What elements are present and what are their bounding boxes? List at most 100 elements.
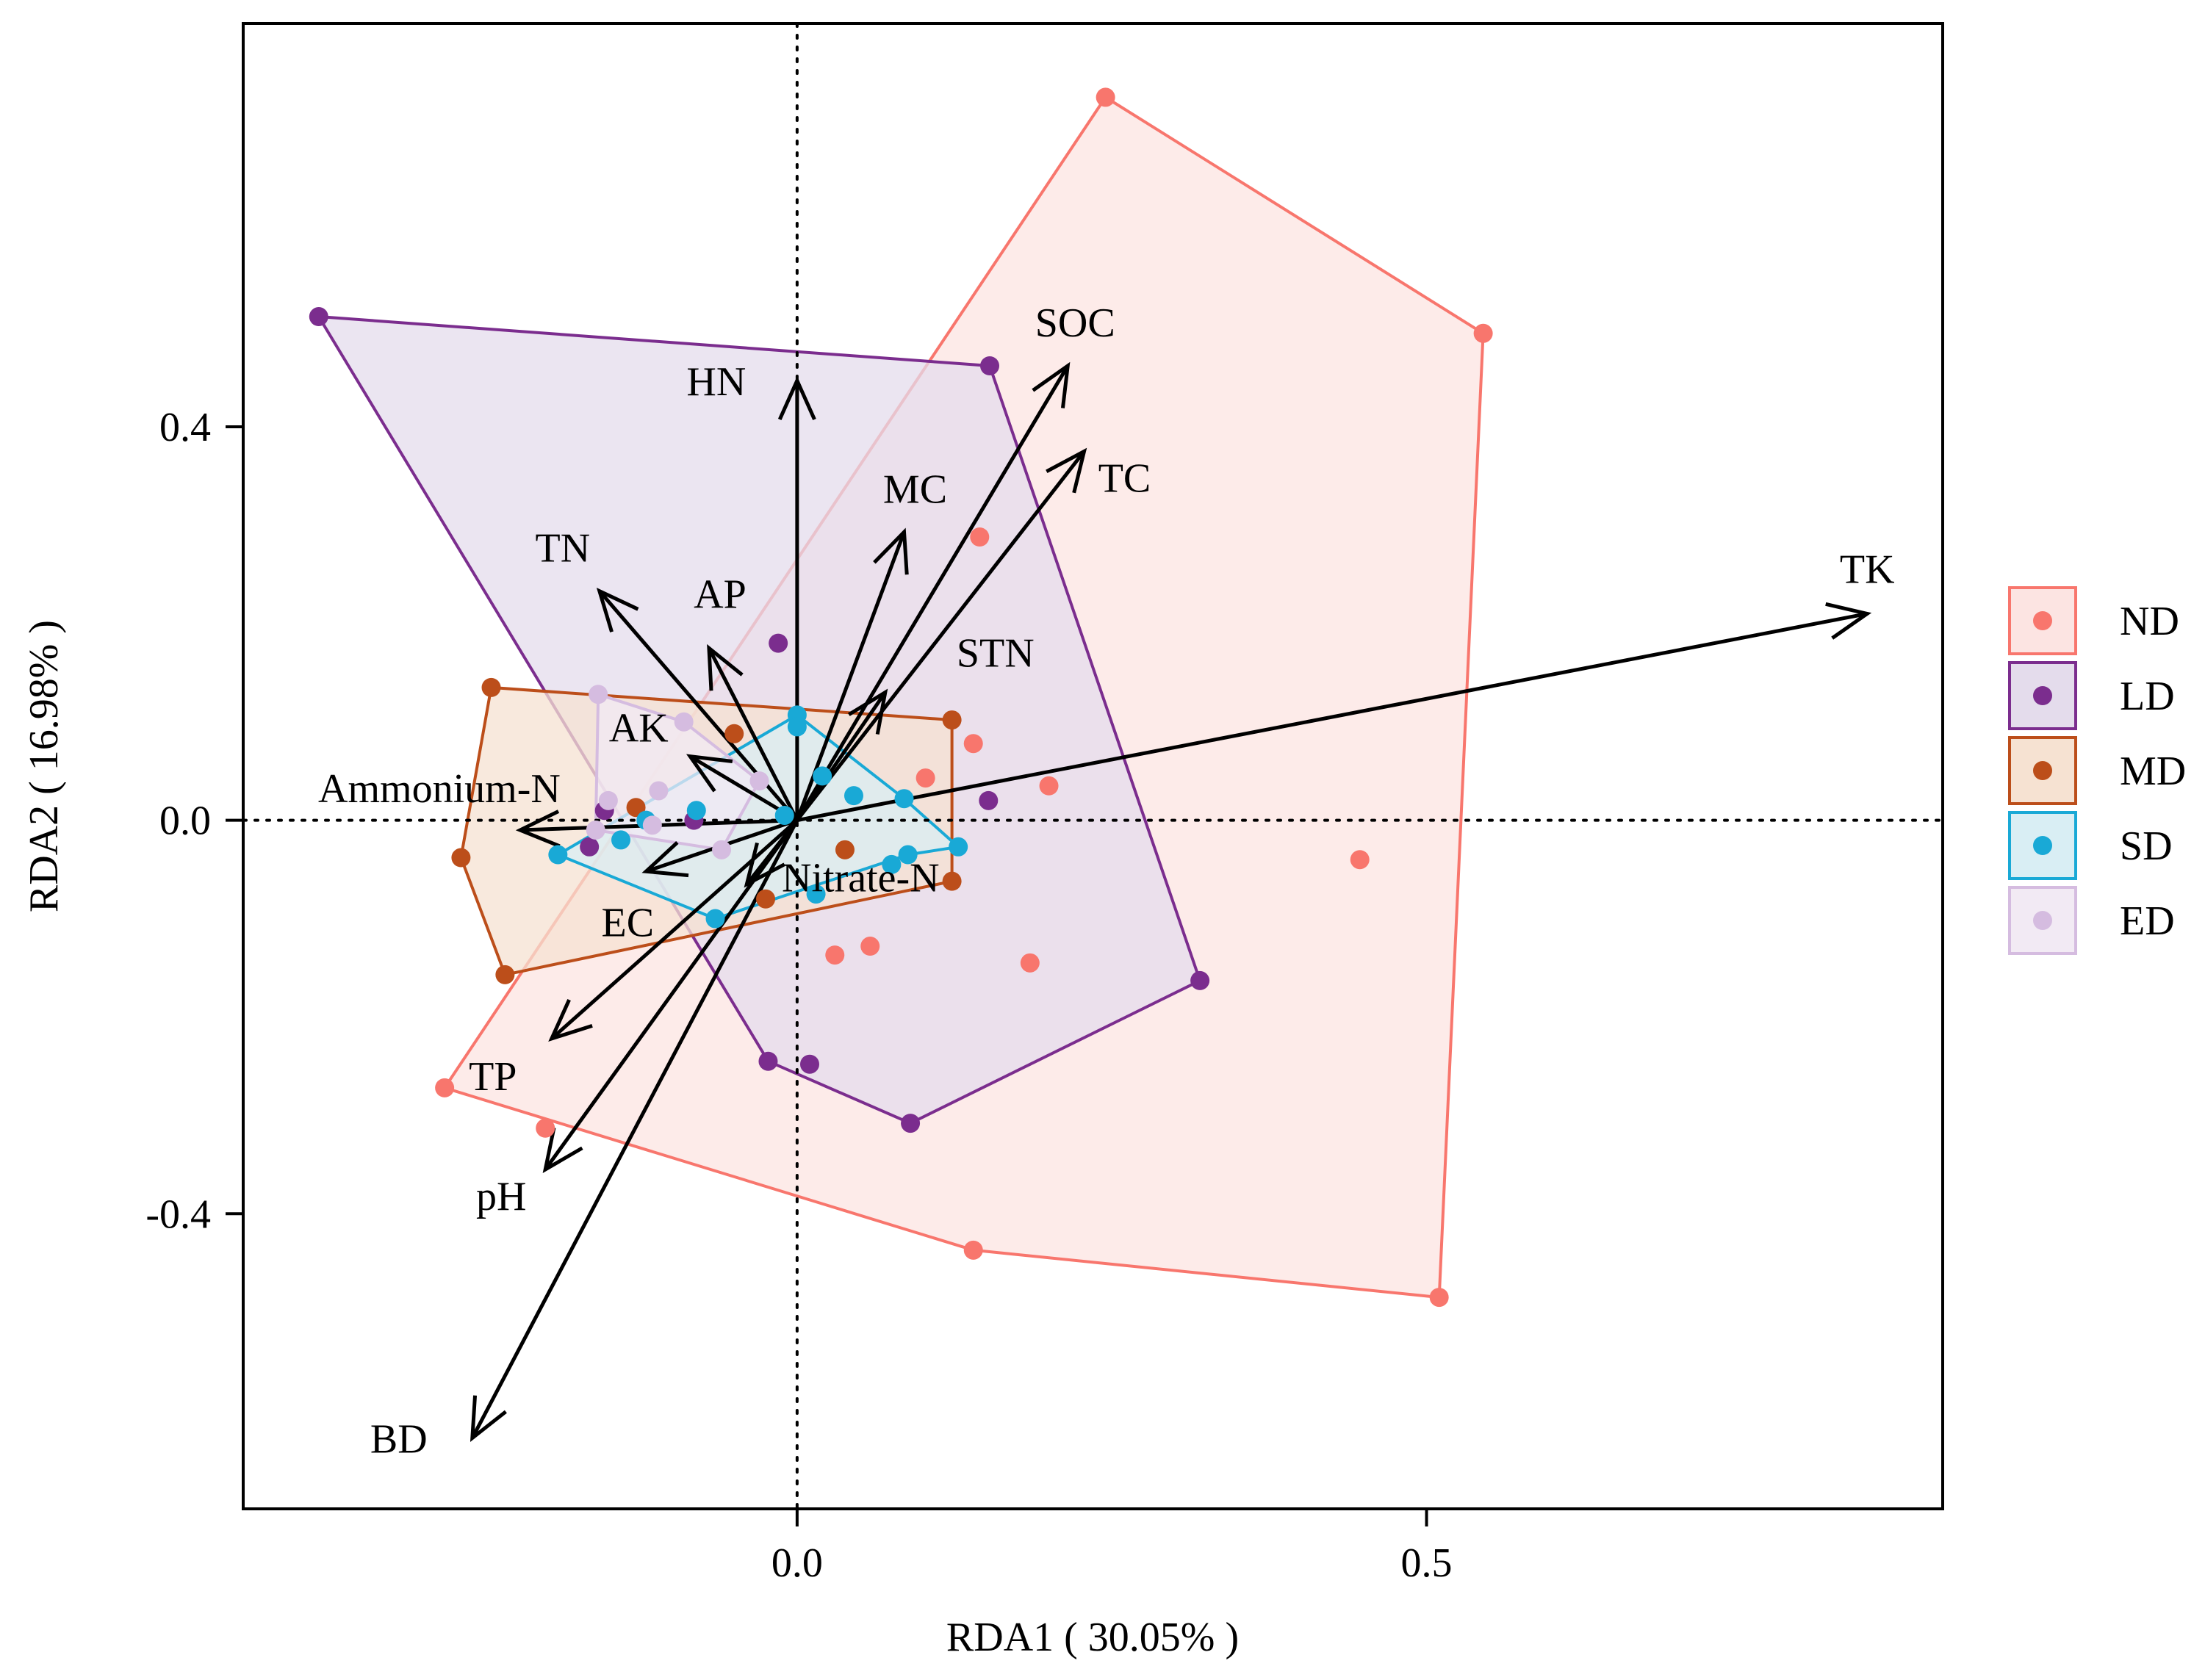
point-ld [901,1114,921,1133]
vector-label-tk: TK [1840,547,1895,592]
point-md [481,677,501,697]
vector-label-ak: AK [609,706,669,751]
legend-item-sd: SD [2008,811,2173,880]
legend-label: SD [2120,823,2173,869]
point-md [942,710,962,730]
vector-label-tn: TN [536,526,591,572]
point-sd [774,805,794,825]
vector-labels: TK SOC TC HN MC TN AP STN AK Ammonium-N EC Nitrate-… [318,300,1894,1463]
vector-arrowhead [873,527,909,575]
point-nd [963,734,983,754]
point-sd [705,909,725,929]
point-md [756,889,776,909]
vector-ph [542,819,799,1173]
point-md [451,848,471,868]
vector-shaft [470,819,799,1439]
vector-arrowhead [686,754,733,793]
point-nd [1429,1288,1449,1308]
point-ld [758,1051,778,1071]
point-nd [1020,953,1040,973]
point-nd [536,1118,555,1138]
plot-frame [242,22,1944,1510]
point-ed [642,815,662,835]
point-md [626,798,646,818]
point-nd [860,937,880,956]
point-sd [686,801,706,821]
legend-marker [2033,761,2052,780]
point-sd [548,845,568,865]
vector-label-bd: BD [370,1417,428,1463]
vector-tk [796,602,1872,823]
point-ed [649,781,669,801]
axes: 0.0 0.5 0.4 0.0 -0.4 [145,405,1452,1586]
y-tick-label: 0.4 [159,405,211,450]
point-nd [970,527,990,547]
vector-label-tc: TC [1098,455,1151,501]
point-sd [894,789,914,809]
point-ed [712,840,732,859]
legend: ND LD MD SD ED [2008,586,2186,955]
vector-label-ammonium-n: Ammonium-N [318,766,561,812]
vector-arrowhead [596,588,639,632]
x-tick-label: 0.5 [1401,1540,1453,1586]
vector-arrowhead [515,810,561,848]
legend-item-nd: ND [2008,586,2179,655]
vector-arrowhead [1046,447,1087,494]
vector-label-stn: STN [957,631,1035,677]
point-sd [611,830,630,850]
point-ld [1190,970,1210,990]
point-md [724,724,744,743]
point-sd [882,854,902,874]
vector-shaft [544,819,799,1171]
point-md [942,871,962,891]
point-sd [813,766,832,786]
point-ld [800,1054,819,1074]
vector-shaft [795,691,887,822]
point-ld [309,307,328,327]
vector-arrowhead [777,375,816,421]
vector-arrowhead [1825,602,1872,640]
vector-label-hn: HN [686,359,746,405]
x-axis-title: RDA1 ( 30.05% ) [946,1615,1239,1660]
vector-tc [795,447,1087,822]
point-sd [898,845,918,865]
point-sd [806,884,826,904]
point-nd [435,1078,455,1097]
point-nd [1473,323,1493,343]
vector-shaft [795,364,1070,821]
group-hulls [317,95,1485,1299]
vector-tp [548,818,799,1042]
legend-marker [2033,686,2052,705]
vector-ap [707,643,799,821]
point-ld [980,356,1000,375]
legend-label: MD [2120,749,2186,794]
point-nd [916,768,935,788]
point-ed [749,771,769,791]
point-ed [589,685,608,704]
vector-label-ap: AP [694,572,747,617]
vector-label-soc: SOC [1035,300,1115,346]
legend-marker [2033,836,2052,855]
legend-marker [2033,911,2052,930]
vector-arrowhead [542,1127,583,1173]
vector-arrowhead [707,643,744,691]
point-nd [1096,87,1115,107]
y-axis-title: RDA2 ( 16.98% ) [21,620,67,912]
vector-shaft [707,647,799,821]
vector-soc [795,361,1071,821]
x-tick-label: 0.0 [771,1540,823,1586]
vector-label-ph: pH [476,1174,526,1219]
point-sd [843,786,863,806]
legend-item-ed: ED [2008,886,2175,955]
vector-arrowhead [1032,361,1071,408]
point-ed [674,712,694,732]
legend-marker [2033,611,2052,630]
legend-item-md: MD [2008,736,2186,805]
point-nd [1039,776,1059,796]
vector-bd [470,819,799,1443]
vector-hn [777,375,816,821]
vector-stn [795,688,888,822]
y-tick-label: -0.4 [145,1191,211,1237]
vector-shaft [550,818,799,1040]
vector-arrowhead [641,841,689,878]
